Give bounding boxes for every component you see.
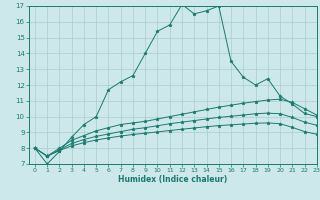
X-axis label: Humidex (Indice chaleur): Humidex (Indice chaleur) <box>118 175 228 184</box>
